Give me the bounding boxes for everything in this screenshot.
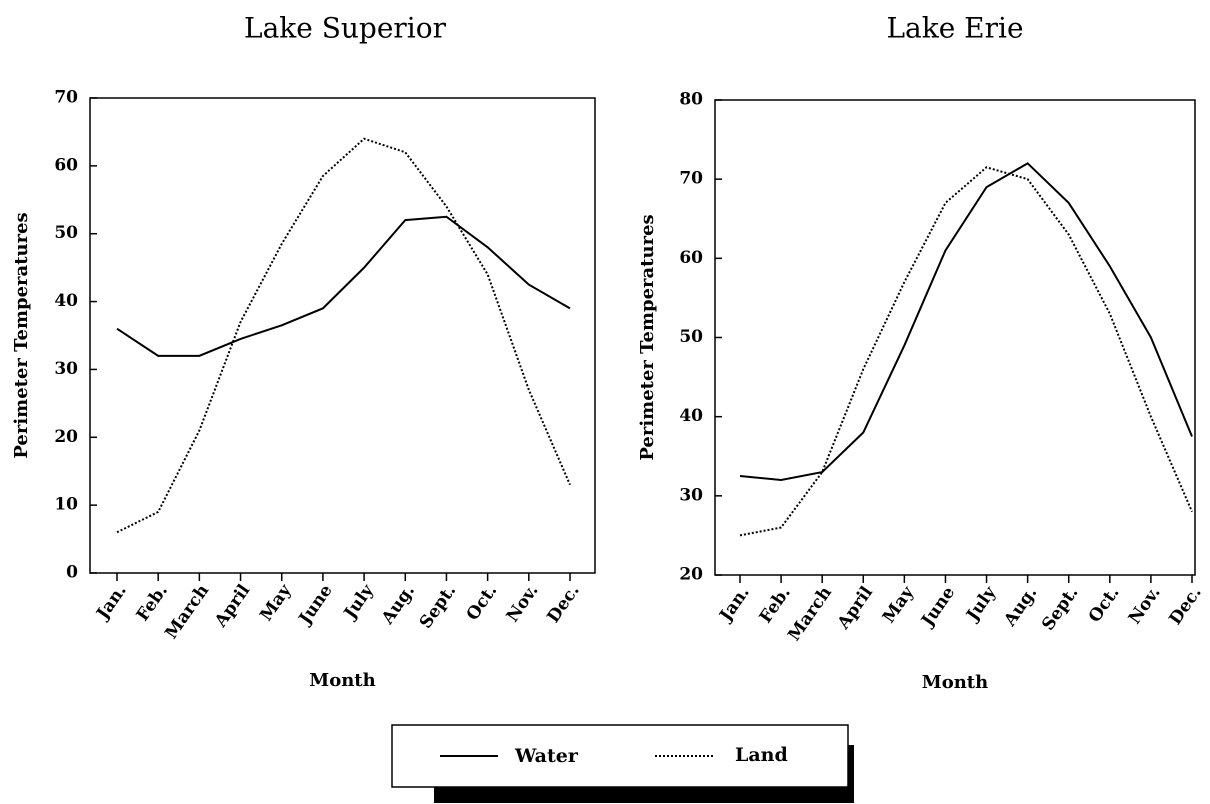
x-tick-label: Jan. (715, 583, 754, 627)
x-tick-label: April (833, 583, 877, 634)
chart-title: Lake Superior (244, 12, 447, 45)
x-tick-label: June (917, 583, 960, 632)
x-tick-label: Sept. (416, 581, 460, 632)
x-tick-label: Nov. (503, 581, 543, 626)
y-tick-label: 60 (679, 248, 703, 268)
x-tick-label: Sept. (1038, 583, 1082, 634)
x-tick-label: March (784, 583, 836, 645)
x-tick-label: Feb. (133, 581, 172, 625)
x-tick-label: July (339, 580, 378, 624)
data-line (739, 162, 1193, 482)
y-tick-label: 0 (66, 563, 78, 583)
x-tick-label: May (879, 582, 919, 627)
x-tick-label: Dec. (543, 581, 583, 627)
x-tick-label: May (256, 580, 296, 625)
plot-frame (89, 97, 596, 574)
y-tick-label: 70 (679, 169, 703, 189)
chart-title: Lake Erie (886, 12, 1023, 45)
x-axis-label: Month (309, 670, 375, 691)
y-tick-label: 50 (679, 327, 703, 347)
data-line (116, 215, 571, 357)
x-tick-label: Jan. (92, 581, 131, 625)
x-tick-label: Aug. (1000, 583, 1042, 631)
plot-frame (714, 99, 1196, 576)
x-tick-label: Oct. (463, 581, 502, 624)
x-tick-label: June (294, 581, 337, 630)
data-line (116, 137, 571, 534)
x-tick-label: Oct. (1085, 583, 1124, 626)
data-line (739, 166, 1193, 537)
y-tick-label: 70 (54, 88, 78, 108)
y-tick-label: 20 (54, 427, 78, 447)
y-tick-label: 20 (679, 565, 703, 585)
y-tick-label: 40 (54, 291, 78, 311)
y-tick-label: 30 (54, 359, 78, 379)
x-tick-label: Dec. (1165, 583, 1205, 629)
x-tick-label: April (210, 581, 254, 632)
x-tick-label: Feb. (756, 583, 795, 627)
x-axis-label: Month (922, 672, 988, 693)
y-tick-label: 60 (54, 155, 78, 175)
x-tick-label: Aug. (377, 581, 419, 629)
y-axis-label: Perimeter Temperatures (11, 212, 32, 458)
legend-label: Water (514, 745, 579, 767)
x-tick-label: July (962, 582, 1001, 626)
x-tick-label: Nov. (1125, 583, 1165, 628)
y-tick-label: 50 (54, 223, 78, 243)
y-tick-label: 30 (679, 485, 703, 505)
x-tick-label: March (161, 581, 213, 643)
legend-label: Land (735, 744, 788, 766)
y-tick-label: 80 (679, 90, 703, 110)
legend: Water Land (391, 724, 854, 803)
y-tick-label: 40 (679, 406, 703, 426)
y-tick-label: 10 (54, 495, 78, 515)
y-axis-label: Perimeter Temperatures (637, 214, 658, 460)
